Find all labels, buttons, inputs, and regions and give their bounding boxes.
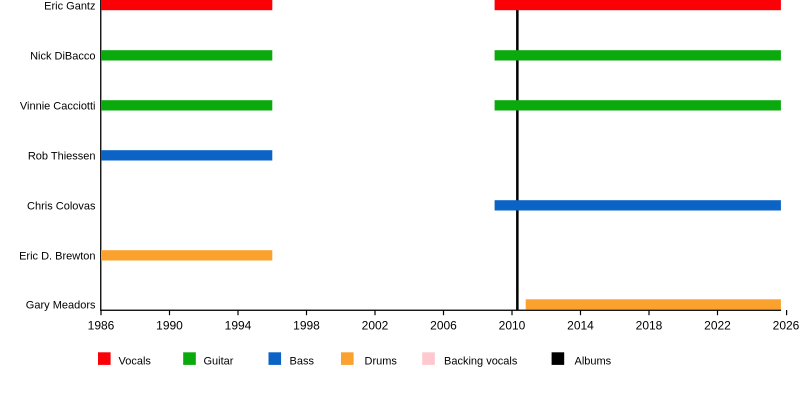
svg-text:Gary Meadors: Gary Meadors [26, 300, 96, 312]
svg-text:Drums: Drums [365, 356, 398, 368]
svg-text:Vocals: Vocals [119, 356, 152, 368]
svg-text:Eric Gantz: Eric Gantz [44, 1, 95, 13]
svg-text:Bass: Bass [290, 356, 315, 368]
svg-text:Nick DiBacco: Nick DiBacco [30, 51, 95, 63]
svg-text:2018: 2018 [636, 318, 663, 332]
svg-text:2002: 2002 [362, 318, 389, 332]
svg-text:1990: 1990 [156, 318, 183, 332]
svg-text:Rob Thiessen: Rob Thiessen [28, 151, 96, 163]
svg-text:2022: 2022 [704, 318, 731, 332]
svg-text:Backing vocals: Backing vocals [444, 356, 518, 368]
svg-text:Eric D. Brewton: Eric D. Brewton [19, 251, 95, 263]
svg-text:Chris Colovas: Chris Colovas [27, 201, 96, 213]
svg-text:1986: 1986 [88, 318, 115, 332]
svg-text:Albums: Albums [575, 356, 612, 368]
svg-text:Guitar: Guitar [204, 356, 234, 368]
svg-text:2006: 2006 [430, 318, 457, 332]
svg-text:Vinnie Cacciotti: Vinnie Cacciotti [20, 101, 96, 113]
svg-text:1994: 1994 [225, 318, 252, 332]
svg-text:2026: 2026 [773, 318, 800, 332]
svg-text:2010: 2010 [499, 318, 526, 332]
svg-text:1998: 1998 [293, 318, 320, 332]
svg-text:2014: 2014 [567, 318, 594, 332]
